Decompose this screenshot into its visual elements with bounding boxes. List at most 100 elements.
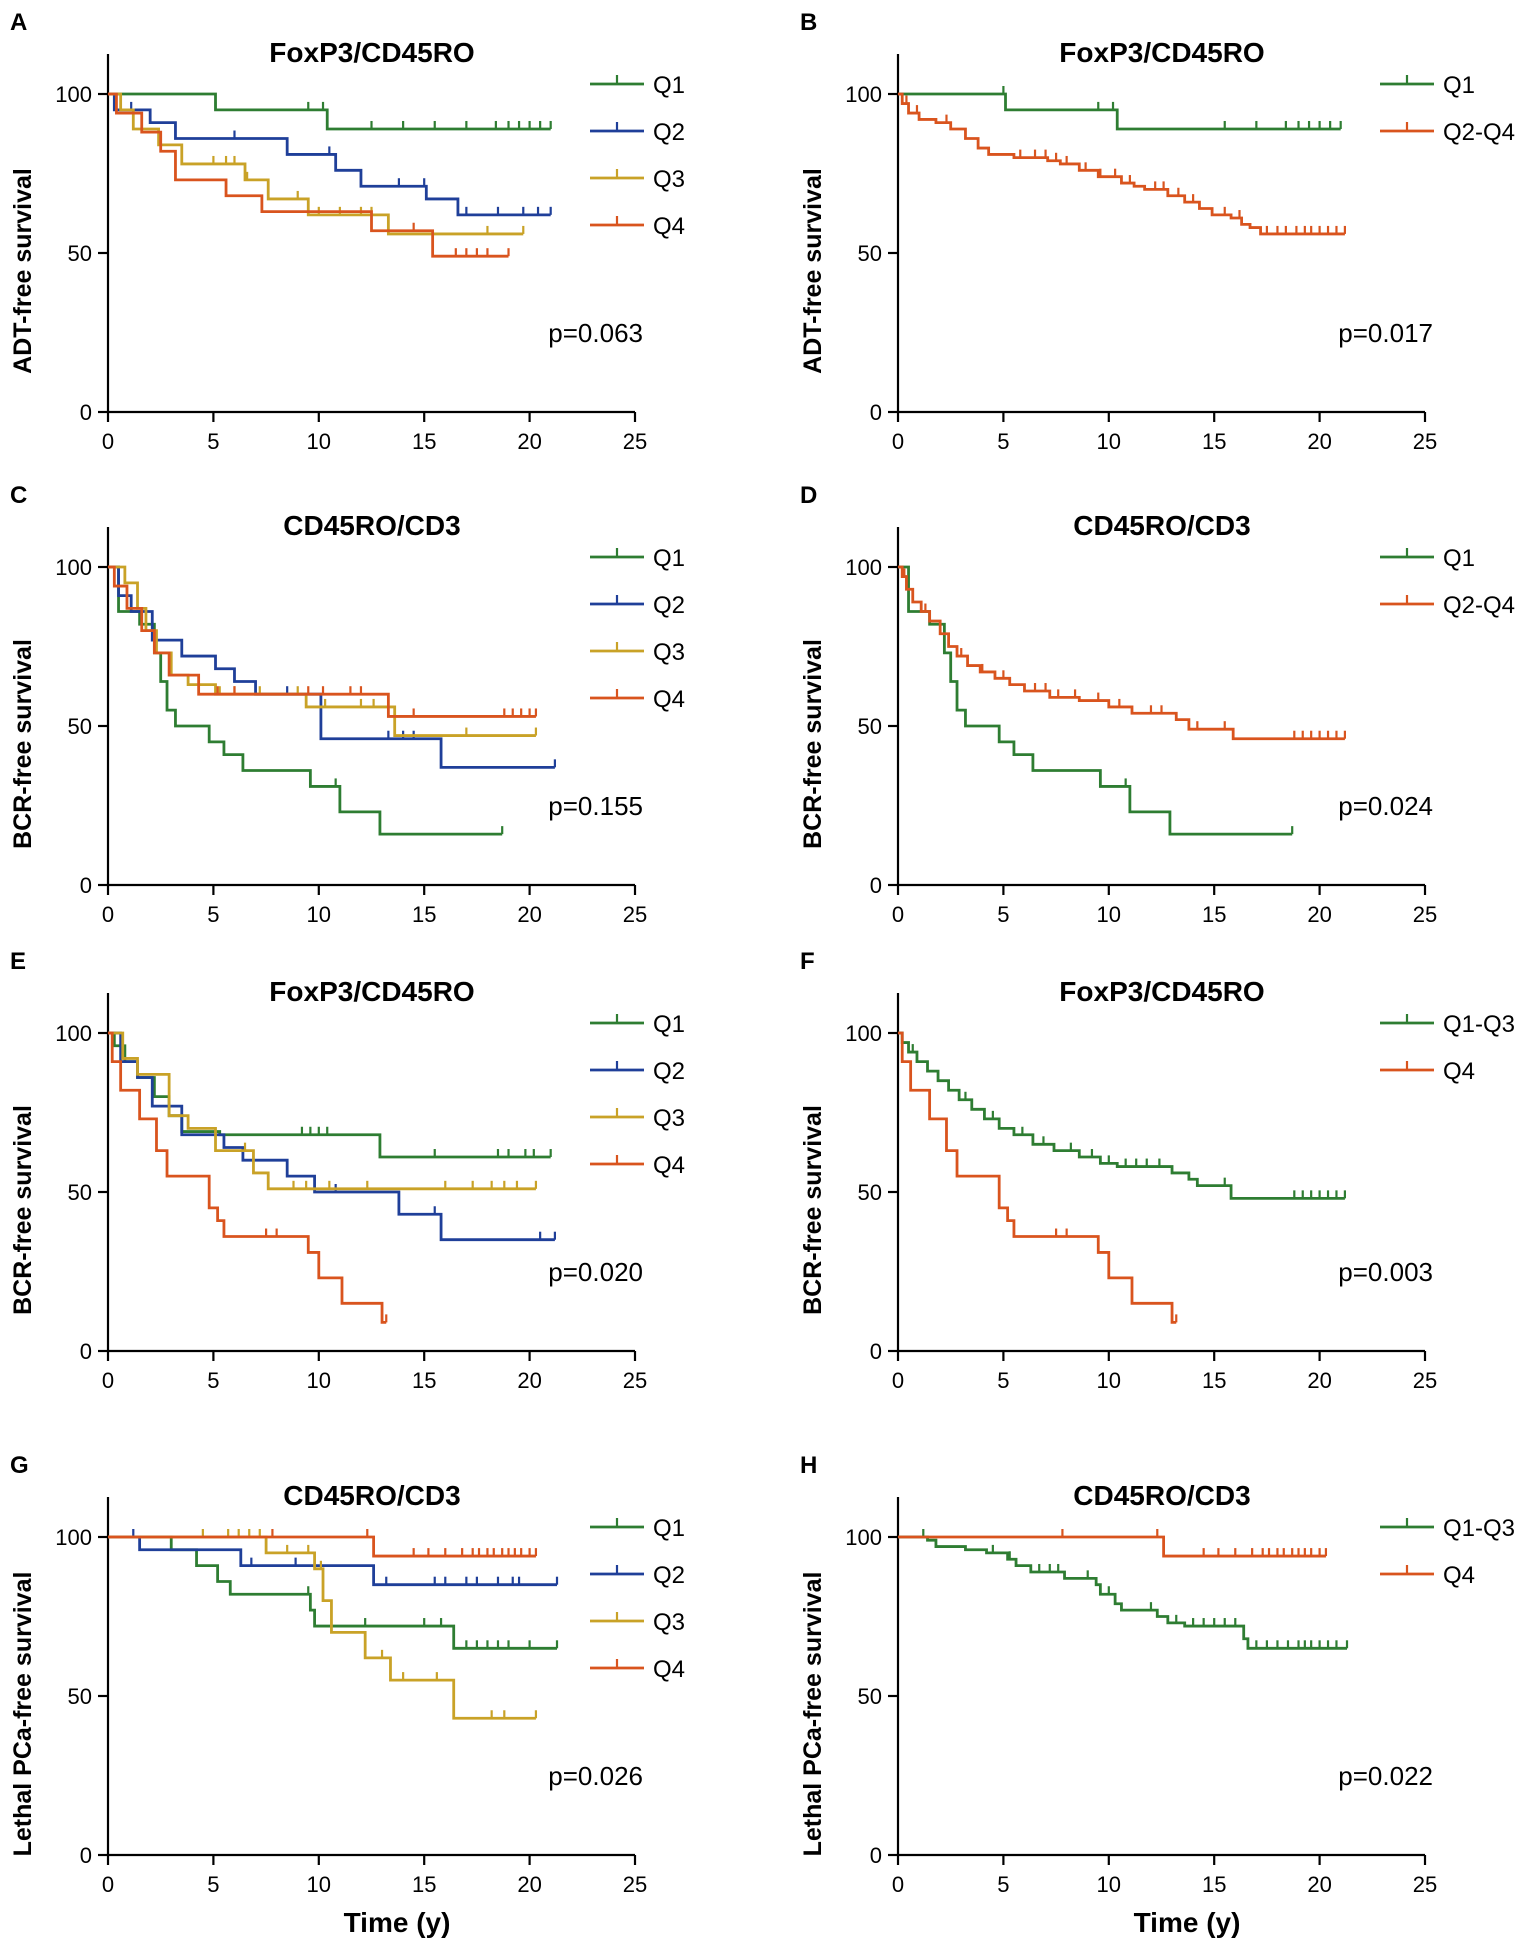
legend-label: Q4 xyxy=(653,686,685,713)
x-tick-label: 5 xyxy=(207,1872,219,1897)
legend-label: Q2-Q4 xyxy=(1443,119,1515,146)
p-value: p=0.063 xyxy=(548,318,643,348)
x-tick-label: 5 xyxy=(997,429,1009,454)
x-tick-label: 10 xyxy=(307,429,331,454)
panel-letter: B xyxy=(800,9,817,36)
survival-curve xyxy=(898,92,1345,236)
panel-letter: E xyxy=(10,948,26,975)
legend-item: Q2 xyxy=(590,1562,685,1589)
legend-item: Q3 xyxy=(590,639,685,666)
series-q3: Q3 xyxy=(108,1529,685,1720)
legend-item: Q4 xyxy=(590,1152,685,1179)
x-tick-label: 0 xyxy=(892,429,904,454)
series-q4: Q4 xyxy=(898,1031,1475,1324)
legend-label: Q3 xyxy=(653,1609,685,1636)
legend-label: Q2 xyxy=(653,592,685,619)
p-value: p=0.024 xyxy=(1338,791,1433,821)
x-tick-label: 15 xyxy=(412,1872,436,1897)
p-value: p=0.017 xyxy=(1338,318,1433,348)
survival-curve xyxy=(898,1031,1345,1200)
x-tick-label: 10 xyxy=(1097,1872,1121,1897)
series-q3: Q3 xyxy=(108,565,685,737)
y-axis-label: BCR-free survival xyxy=(9,1105,37,1315)
survival-curve xyxy=(108,1031,551,1159)
legend-item: Q3 xyxy=(590,1105,685,1132)
legend-item: Q3 xyxy=(590,166,685,193)
survival-curve xyxy=(898,1535,1347,1650)
y-tick-label: 50 xyxy=(858,714,882,739)
x-axis-label: Time (y) xyxy=(344,1907,451,1938)
legend-label: Q1 xyxy=(653,72,685,99)
x-tick-label: 0 xyxy=(102,1368,114,1393)
survival-curve xyxy=(108,1535,536,1720)
series-q4: Q4 xyxy=(108,1031,685,1324)
x-tick-label: 25 xyxy=(1413,1872,1437,1897)
y-tick-label: 0 xyxy=(870,400,882,425)
x-tick-label: 0 xyxy=(892,1368,904,1393)
y-tick-label: 50 xyxy=(858,241,882,266)
panel-h: H CD45RO/CD3 0 50 100 0 5 10 15 20 25 Lethal PCa-fr… xyxy=(799,1452,1515,1938)
legend-item: Q1-Q3 xyxy=(1380,1515,1515,1542)
legend-item: Q2-Q4 xyxy=(1380,119,1515,146)
x-tick-label: 5 xyxy=(207,902,219,927)
p-value: p=0.020 xyxy=(548,1257,643,1287)
series-q4: Q4 xyxy=(108,1529,685,1683)
series-q3: Q3 xyxy=(108,1031,685,1191)
x-tick-label: 25 xyxy=(623,429,647,454)
legend-label: Q1 xyxy=(1443,72,1475,99)
panel-c: C CD45RO/CD3 0 50 100 0 5 10 15 20 25 BCR-free surv… xyxy=(9,482,685,927)
x-tick-label: 5 xyxy=(997,902,1009,927)
x-tick-label: 25 xyxy=(623,1368,647,1393)
panel-f: F FoxP3/CD45RO 0 50 100 0 5 10 15 20 25 BCR-free su… xyxy=(799,948,1515,1393)
y-axis-label: Lethal PCa-free survival xyxy=(9,1572,37,1857)
x-tick-label: 10 xyxy=(307,1872,331,1897)
series-q1: Q1 xyxy=(898,545,1475,836)
x-tick-label: 0 xyxy=(102,1872,114,1897)
legend-label: Q1-Q3 xyxy=(1443,1515,1515,1542)
survival-curve xyxy=(898,1535,1326,1558)
legend-label: Q4 xyxy=(653,1152,685,1179)
y-tick-label: 0 xyxy=(870,1843,882,1868)
x-tick-label: 20 xyxy=(517,1872,541,1897)
x-tick-label: 20 xyxy=(517,902,541,927)
legend-item: Q1 xyxy=(590,1515,685,1542)
legend-label: Q1-Q3 xyxy=(1443,1011,1515,1038)
legend-item: Q1-Q3 xyxy=(1380,1011,1515,1038)
x-tick-label: 15 xyxy=(1202,429,1226,454)
legend-item: Q2 xyxy=(590,592,685,619)
legend-item: Q2 xyxy=(590,1058,685,1085)
panel-a: A FoxP3/CD45RO 0 50 100 0 5 10 15 20 25 ADT-free su… xyxy=(9,9,685,454)
legend-item: Q4 xyxy=(590,686,685,713)
legend-item: Q4 xyxy=(590,1656,685,1683)
x-tick-label: 20 xyxy=(1307,902,1331,927)
y-tick-label: 50 xyxy=(68,714,92,739)
panel-letter: F xyxy=(800,948,815,975)
survival-curve xyxy=(108,565,555,769)
survival-curve xyxy=(108,565,536,718)
panel-b: B FoxP3/CD45RO 0 50 100 0 5 10 15 20 25 ADT-free su… xyxy=(799,9,1515,454)
survival-curve xyxy=(898,1031,1177,1324)
series-q1: Q1 xyxy=(108,1515,685,1650)
survival-curve xyxy=(108,92,551,131)
chart-title: FoxP3/CD45RO xyxy=(269,976,474,1007)
legend-label: Q4 xyxy=(653,1656,685,1683)
survival-curve xyxy=(898,565,1345,741)
x-tick-label: 15 xyxy=(1202,902,1226,927)
survival-curve xyxy=(108,1031,555,1242)
chart-title: CD45RO/CD3 xyxy=(283,510,460,541)
y-tick-label: 50 xyxy=(68,241,92,266)
x-tick-label: 20 xyxy=(1307,1368,1331,1393)
chart-title: FoxP3/CD45RO xyxy=(1059,976,1264,1007)
legend-label: Q3 xyxy=(653,639,685,666)
x-tick-label: 5 xyxy=(997,1872,1009,1897)
survival-curve xyxy=(108,1535,558,1587)
y-axis-label: BCR-free survival xyxy=(799,639,827,849)
x-tick-label: 5 xyxy=(207,1368,219,1393)
legend-label: Q2 xyxy=(653,1058,685,1085)
chart-title: CD45RO/CD3 xyxy=(1073,510,1250,541)
x-tick-label: 15 xyxy=(412,902,436,927)
panel-letter: D xyxy=(800,482,817,509)
chart-title: CD45RO/CD3 xyxy=(283,1480,460,1511)
legend-label: Q1 xyxy=(1443,545,1475,572)
y-axis-label: BCR-free survival xyxy=(799,1105,827,1315)
